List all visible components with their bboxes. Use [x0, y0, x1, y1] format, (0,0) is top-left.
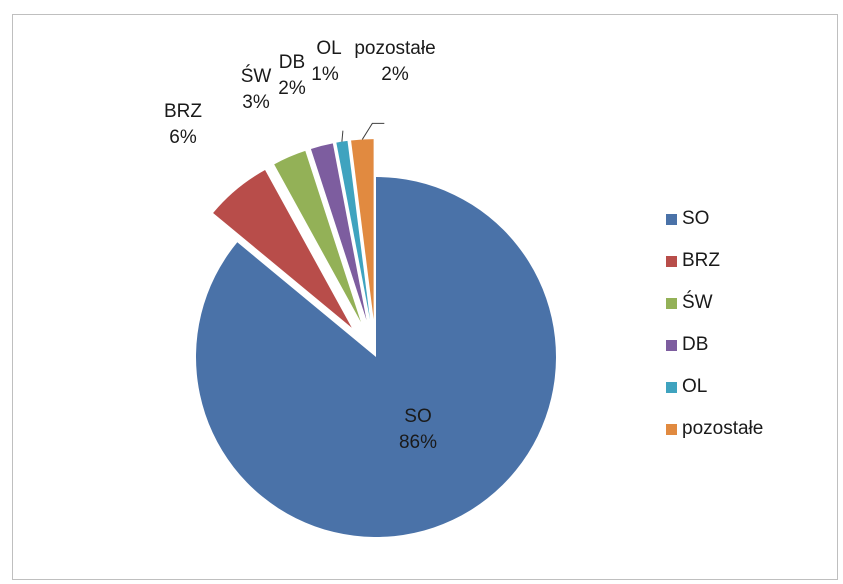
pie-slice-db	[310, 143, 367, 321]
legend-item-brz: BRZ	[666, 240, 826, 282]
legend-label: DB	[682, 334, 709, 355]
slice-label-brz-name: BRZ	[164, 101, 202, 122]
legend-item-ol: OL	[666, 366, 826, 408]
legend-item-so: SO	[666, 198, 826, 240]
leader-lines	[341, 122, 385, 142]
legend-swatch	[666, 423, 677, 435]
slice-label-ol-value: 1%	[311, 64, 339, 85]
slice-label-sw-name: ŚW	[241, 65, 272, 87]
slice-labels: SO 86% BRZ 6% ŚW 3% DB 2% OL 1% pozostał…	[164, 38, 437, 453]
legend-swatch	[666, 213, 677, 225]
slice-label-so-value: 86%	[399, 432, 437, 453]
pie-slice-sw	[274, 150, 361, 323]
slice-label-brz-value: 6%	[169, 127, 197, 148]
legend-label: ŚW	[682, 292, 713, 313]
slice-label-pozostale-name: pozostałe	[354, 38, 435, 59]
legend-swatch	[666, 381, 677, 393]
slice-label-ol-name: OL	[316, 38, 341, 59]
slice-label-db-value: 2%	[278, 78, 306, 99]
legend-label: BRZ	[682, 250, 720, 271]
legend-label: OL	[682, 376, 708, 397]
pie-slice-ol	[336, 140, 371, 320]
slice-label-pozostale-value: 2%	[381, 64, 409, 85]
pie-slice-so	[195, 177, 556, 537]
legend-label: SO	[682, 208, 710, 229]
pie-slices	[195, 139, 556, 537]
leader-line-ol	[341, 130, 344, 142]
slice-label-so-name: SO	[404, 406, 431, 427]
slice-label-sw-value: 3%	[242, 92, 270, 113]
pie-slice-pozostale	[351, 139, 374, 320]
legend-label: pozostałe	[682, 418, 764, 439]
leader-line-pozostale	[361, 122, 385, 140]
legend-item-db: DB	[666, 324, 826, 366]
legend: SO BRZ ŚW DB OL pozostałe	[666, 198, 826, 450]
slice-label-db-name: DB	[279, 52, 305, 73]
pie-slice-brz	[213, 169, 352, 328]
legend-swatch	[666, 255, 677, 267]
legend-item-pozostale: pozostałe	[666, 408, 826, 450]
legend-swatch	[666, 339, 677, 351]
legend-swatch	[666, 297, 677, 309]
legend-item-sw: ŚW	[666, 282, 826, 324]
